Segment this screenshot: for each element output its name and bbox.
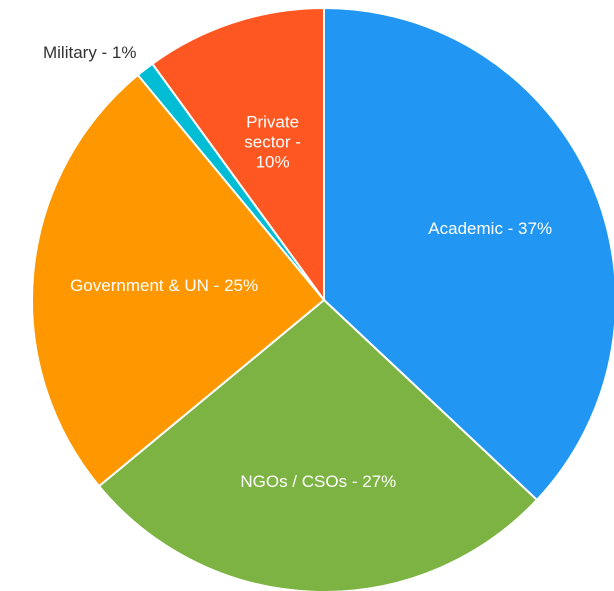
pie-slice-government-un bbox=[31, 74, 325, 488]
pie-label-government-un: Government & UN - 25% bbox=[70, 276, 258, 295]
pie-label-military: Military - 1% bbox=[43, 43, 137, 62]
pie-slice-academic bbox=[323, 7, 614, 501]
pie-label-academic: Academic - 37% bbox=[428, 219, 552, 238]
pie-label-line: Private bbox=[246, 113, 299, 132]
pie-label-line: Government & UN - 25% bbox=[70, 276, 258, 295]
pie-labels: Academic - 37% NGOs / CSOs - 27% Governmen… bbox=[43, 43, 552, 491]
pie-label-line: Academic - 37% bbox=[428, 219, 552, 238]
pie-slice-ngos-csos bbox=[98, 299, 538, 591]
pie-label-private-sector: Private sector -10% bbox=[244, 113, 301, 172]
pie-slice-private-sector bbox=[151, 7, 325, 301]
pie-label-line: NGOs / CSOs - 27% bbox=[240, 472, 396, 491]
pie-label-ngos-csos: NGOs / CSOs - 27% bbox=[240, 472, 396, 491]
pie-label-line: sector - bbox=[244, 133, 301, 152]
pie-slices bbox=[31, 7, 614, 591]
pie-label-line: 10% bbox=[256, 153, 290, 172]
